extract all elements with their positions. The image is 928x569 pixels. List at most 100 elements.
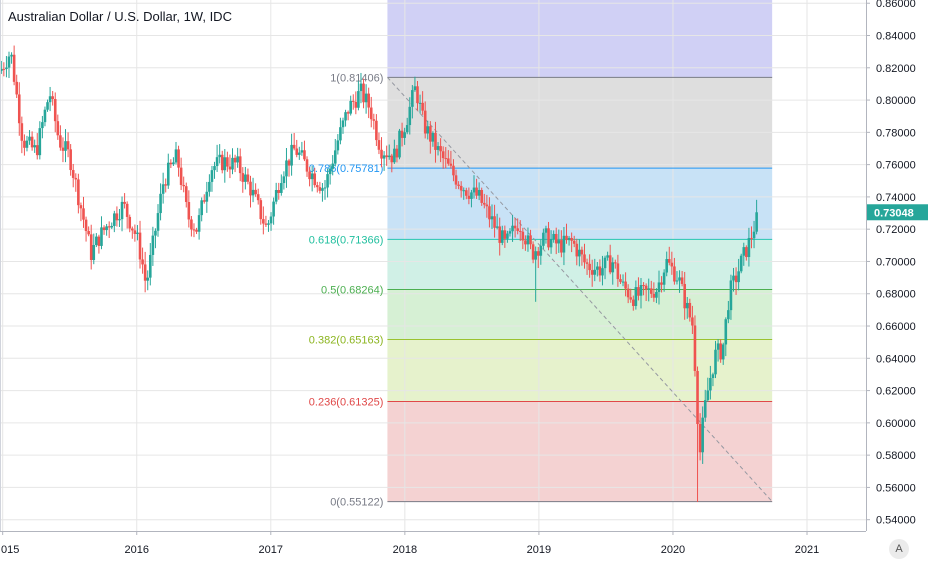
candle-body: [344, 112, 347, 121]
candle-body: [233, 157, 237, 163]
candle-body: [506, 233, 509, 239]
auto-scale-button[interactable]: A: [889, 539, 909, 559]
candle-body: [364, 93, 368, 103]
candle-body: [300, 150, 304, 153]
candle-body: [560, 240, 563, 253]
candle-body: [418, 102, 422, 104]
candle: [670, 251, 674, 275]
fib-label-4: 0.382(0.65163): [309, 335, 384, 347]
candle-body: [727, 310, 730, 320]
candle: [357, 80, 360, 111]
candle: [249, 175, 252, 208]
y-tick-label-7: 0.72000: [876, 224, 916, 236]
candle-body: [637, 287, 640, 296]
candle: [655, 288, 658, 304]
y-tick-label-12: 0.62000: [876, 386, 916, 398]
candle-body: [64, 141, 67, 151]
candle-body: [308, 171, 311, 180]
candle: [457, 181, 460, 190]
candle: [416, 81, 419, 111]
candle-body: [562, 235, 566, 253]
candle: [673, 257, 676, 285]
candle-body: [552, 233, 555, 240]
candle-body: [38, 128, 42, 156]
candle-body: [107, 226, 111, 228]
candle: [549, 230, 553, 254]
candle-body: [531, 244, 535, 260]
candle: [716, 339, 720, 362]
candle: [344, 109, 347, 127]
candle-body: [426, 126, 430, 134]
candle-body: [536, 251, 540, 256]
candle-body: [621, 281, 625, 283]
candle-body: [449, 163, 453, 166]
candle: [642, 282, 645, 296]
candle: [192, 223, 196, 238]
candle: [326, 168, 329, 198]
candle-body: [434, 132, 437, 150]
candle-body: [454, 175, 458, 185]
candle-body: [747, 237, 751, 258]
candle-body: [148, 254, 152, 278]
candle: [146, 270, 150, 291]
candle-body: [254, 189, 257, 195]
fib-trend-line: [387, 77, 773, 502]
x-tick-label-5: 2020: [661, 544, 685, 556]
candle-body: [298, 152, 301, 155]
candle-body: [660, 282, 663, 285]
candle: [395, 145, 399, 163]
candle: [2, 62, 6, 77]
candle-body: [131, 228, 134, 231]
fib-label-2: 0.618(0.71366): [309, 234, 384, 246]
candle: [56, 114, 60, 140]
candle: [447, 150, 450, 166]
candle-body: [346, 112, 350, 114]
candle: [739, 253, 743, 274]
candle: [493, 204, 496, 238]
candle-body: [23, 140, 26, 148]
candle-body: [670, 262, 674, 267]
candle: [228, 154, 232, 179]
candle-body: [580, 249, 584, 255]
candle: [688, 298, 692, 322]
candle: [375, 114, 378, 146]
candle-body: [262, 219, 265, 224]
candle: [475, 178, 478, 199]
candle-body: [282, 176, 286, 184]
candle-body: [315, 185, 319, 188]
candle: [572, 235, 576, 248]
candle-body: [398, 130, 401, 158]
candle: [506, 230, 509, 243]
candle-body: [467, 195, 471, 199]
candle-body: [285, 160, 288, 177]
candle: [169, 159, 173, 169]
candle: [46, 99, 49, 112]
fib-label-1: 0.786(0.75781): [309, 163, 384, 175]
candle: [439, 138, 442, 163]
candle-body: [652, 293, 656, 298]
candle-body: [632, 299, 635, 306]
candle-body: [380, 149, 383, 159]
candle: [503, 225, 507, 248]
candle: [12, 45, 16, 86]
candle: [77, 173, 80, 214]
candle-body: [218, 154, 221, 158]
candle-body: [362, 83, 365, 103]
candle-body: [120, 201, 124, 220]
candle-body: [377, 140, 381, 150]
candle: [729, 274, 733, 320]
candle: [667, 246, 671, 266]
candle: [280, 174, 283, 196]
candle: [444, 147, 448, 169]
candle-body: [192, 229, 196, 231]
candle-body: [626, 288, 630, 298]
candle: [87, 226, 90, 237]
candle: [547, 221, 550, 251]
candle: [387, 144, 391, 160]
candle: [632, 295, 635, 311]
candle: [652, 282, 656, 302]
candle: [593, 258, 597, 282]
candle: [649, 280, 653, 298]
candle-body: [498, 226, 502, 243]
candle-body: [169, 162, 173, 165]
